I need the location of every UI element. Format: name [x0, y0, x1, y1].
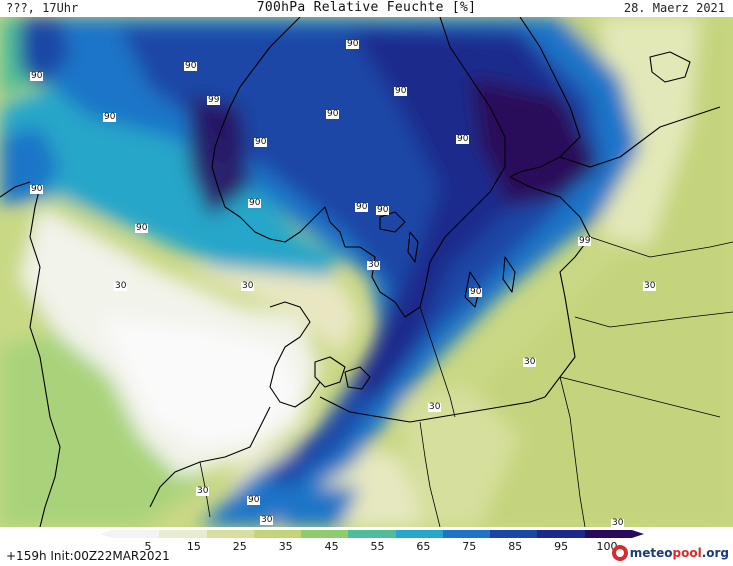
humidity-map: 90 90 90 90 99 90 90 90 90 90 90 90 90 9… — [0, 17, 733, 527]
logo-text: meteopool.org — [630, 546, 729, 560]
contour-label: 90 — [456, 134, 470, 144]
colorbar-tick-label: 75 — [462, 540, 477, 553]
contour-label: 90 — [346, 39, 360, 49]
header-bar: ???, 17Uhr 700hPa Relative Feuchte [%] 2… — [0, 0, 733, 17]
contour-label: 90 — [326, 109, 340, 119]
contour-label: 30 — [428, 402, 442, 412]
contour-label: 30 — [260, 515, 274, 525]
contour-label: 90 — [248, 198, 262, 208]
colorbar-tick-label: 45 — [324, 540, 339, 553]
contour-label: 90 — [376, 205, 390, 215]
contour-label: 99 — [578, 236, 592, 246]
valid-time-label: ???, 17Uhr — [6, 1, 79, 15]
colorbar-right-tip — [632, 530, 644, 538]
colorbar-tick-label: 35 — [278, 540, 293, 553]
contour-label: 90 — [135, 223, 149, 233]
colorbar-tick-label: 95 — [554, 540, 569, 553]
colorbar-tick-label: 85 — [508, 540, 523, 553]
colorbar-segment — [112, 530, 160, 538]
colorbar-tick-label: 25 — [232, 540, 247, 553]
contour-label: 90 — [30, 71, 44, 81]
valid-date-label: 28. Maerz 2021 — [623, 1, 725, 15]
contour-label: 90 — [394, 86, 408, 96]
contour-label: 30 — [241, 281, 255, 291]
colorbar-segment — [442, 530, 491, 538]
colorbar-segment — [584, 530, 632, 538]
forecast-init-label: +159h Init:00Z22MAR2021 — [6, 549, 170, 563]
colorbar-segment — [301, 530, 349, 538]
map-canvas — [0, 17, 733, 527]
logo-brand-accent: pool — [672, 546, 702, 560]
colorbar — [112, 530, 632, 538]
colorbar-tick-label: 5 — [144, 540, 152, 553]
logo-tld: .org — [701, 546, 729, 560]
colorbar-segment — [159, 530, 207, 538]
colorbar-segment — [253, 530, 302, 538]
contour-label: 90 — [469, 287, 483, 297]
contour-label: 90 — [254, 137, 268, 147]
colorbar-segment — [206, 530, 254, 538]
contour-label: 30 — [114, 281, 128, 291]
coastlines — [0, 17, 733, 527]
map-title: 700hPa Relative Feuchte [%] — [256, 0, 477, 15]
footer-bar: 5 15 25 35 45 55 65 75 85 95 100 +159h Init:00Z22M… — [0, 527, 733, 566]
contour-label: 90 — [355, 202, 369, 212]
colorbar-tick-label: 55 — [370, 540, 385, 553]
contour-label: 30 — [643, 281, 657, 291]
colorbar-segment — [537, 530, 585, 538]
contour-label: 90 — [103, 112, 117, 122]
meteopool-logo[interactable]: meteopool.org — [611, 545, 729, 561]
contour-label: 30 — [196, 486, 210, 496]
contour-label: 30 — [523, 357, 537, 367]
colorbar-tick-label: 15 — [186, 540, 201, 553]
contour-label: 99 — [207, 95, 221, 105]
colorbar-segment — [490, 530, 538, 538]
colorbar-tick-label: 65 — [416, 540, 431, 553]
logo-brand: meteo — [629, 546, 673, 560]
colorbar-left-tip — [100, 530, 112, 538]
colorbar-segment — [348, 530, 396, 538]
contour-label: 90 — [247, 495, 261, 505]
logo-mark-icon — [611, 545, 628, 561]
contour-label: 30 — [367, 260, 381, 270]
contour-label: 90 — [30, 184, 44, 194]
contour-label: 30 — [611, 518, 625, 527]
colorbar-segment — [395, 530, 443, 538]
contour-label: 90 — [184, 61, 198, 71]
